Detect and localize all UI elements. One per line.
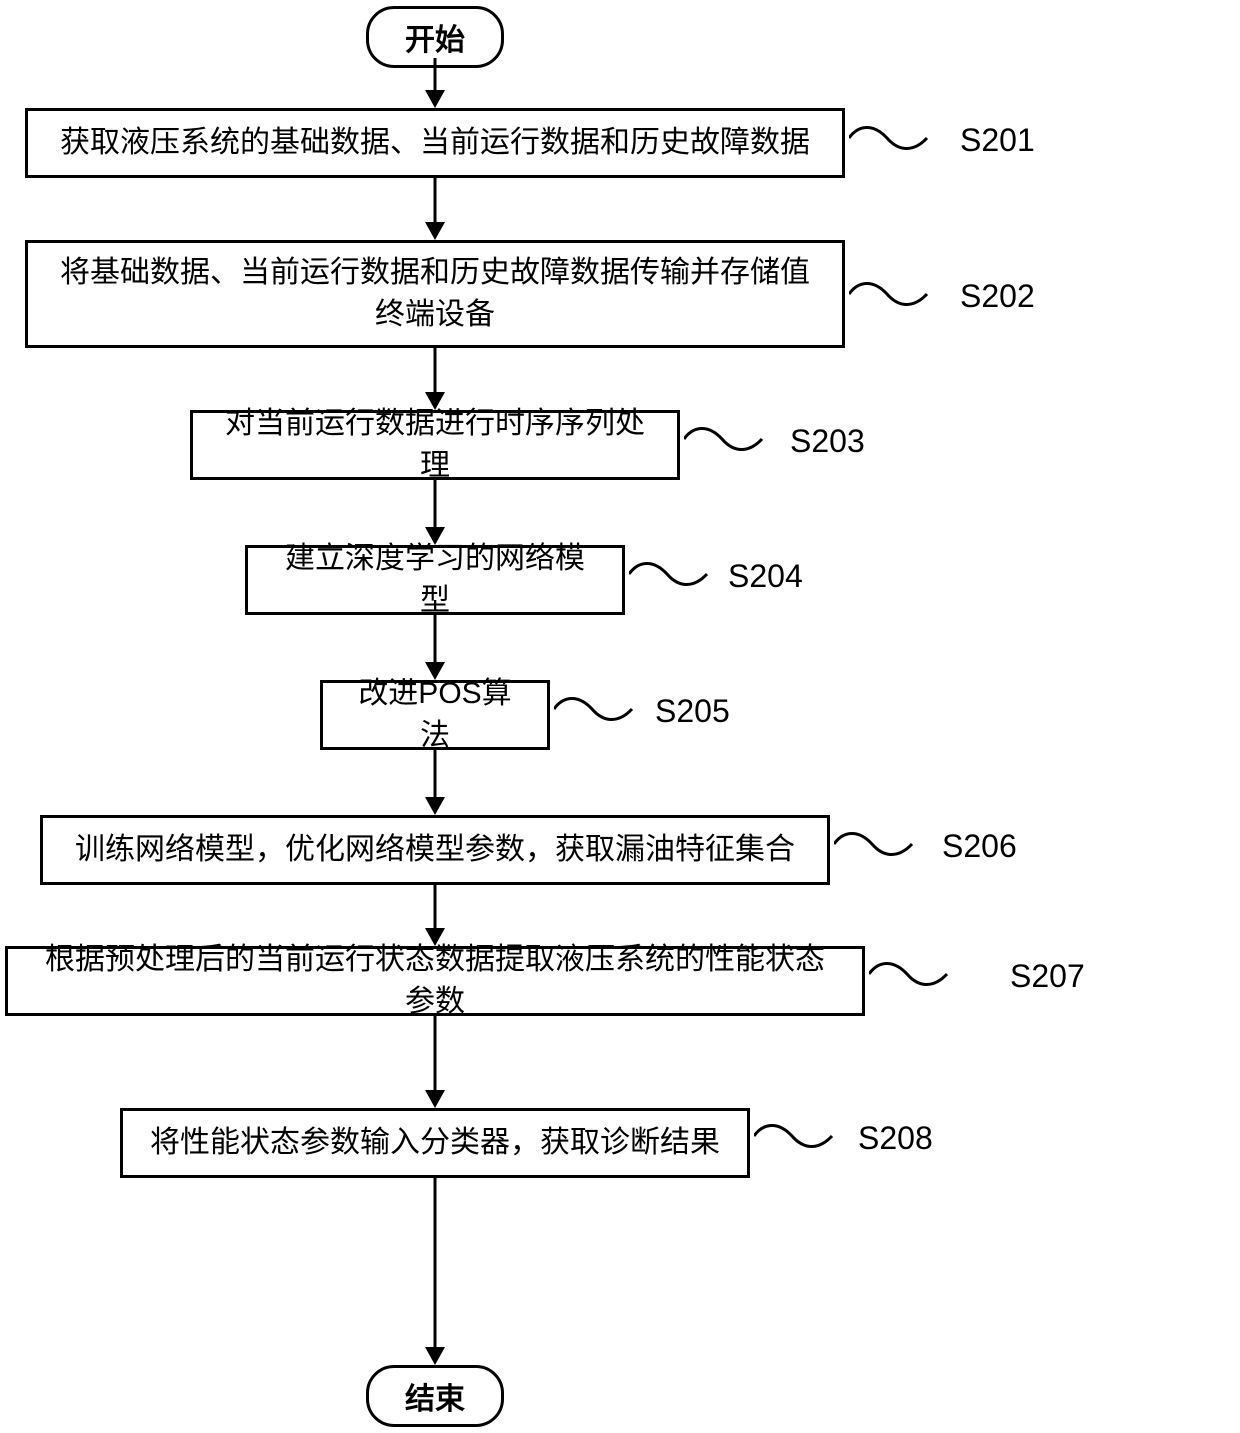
process-text: 将基础数据、当前运行数据和历史故障数据传输并存储值 终端设备: [60, 252, 810, 336]
wavy-connector-icon: [869, 962, 951, 990]
process-text: 建立深度学习的网络模型: [272, 538, 598, 622]
process-step-s205: 改进POS算法: [320, 680, 550, 750]
arrow-head-icon: [425, 90, 445, 108]
step-label-s207: S207: [1010, 958, 1085, 995]
step-label-s204: S204: [728, 558, 803, 595]
arrow-line: [434, 178, 437, 222]
arrow-head-icon: [425, 928, 445, 946]
arrow-head-icon: [425, 662, 445, 680]
arrow-head-icon: [425, 797, 445, 815]
wavy-connector-icon: [754, 1124, 836, 1152]
wavy-connector-icon: [629, 562, 711, 590]
arrow-line: [434, 58, 437, 90]
step-label-s205: S205: [655, 693, 730, 730]
arrow-head-icon: [425, 1090, 445, 1108]
process-step-s202: 将基础数据、当前运行数据和历史故障数据传输并存储值 终端设备: [25, 240, 845, 348]
process-step-s206: 训练网络模型，优化网络模型参数，获取漏油特征集合: [40, 815, 830, 885]
step-label-s201: S201: [960, 122, 1035, 159]
process-text: 获取液压系统的基础数据、当前运行数据和历史故障数据: [60, 122, 810, 164]
arrow-line: [434, 348, 437, 392]
wavy-connector-icon: [849, 282, 931, 310]
process-step-s203: 对当前运行数据进行时序序列处理: [190, 410, 680, 480]
end-terminal: 结束: [366, 1365, 504, 1427]
start-label: 开始: [405, 24, 465, 57]
process-step-s207: 根据预处理后的当前运行状态数据提取液压系统的性能状态参数: [5, 946, 865, 1016]
process-text: 将性能状态参数输入分类器，获取诊断结果: [150, 1122, 720, 1164]
process-text: 根据预处理后的当前运行状态数据提取液压系统的性能状态参数: [32, 939, 838, 1023]
process-step-s201: 获取液压系统的基础数据、当前运行数据和历史故障数据: [25, 108, 845, 178]
wavy-connector-icon: [834, 832, 916, 860]
arrow-head-icon: [425, 1347, 445, 1365]
arrow-line: [434, 1178, 437, 1347]
arrow-line: [434, 615, 437, 662]
end-label: 结束: [405, 1383, 465, 1416]
arrow-line: [434, 885, 437, 928]
arrow-line: [434, 1016, 437, 1090]
arrow-head-icon: [425, 527, 445, 545]
process-text: 对当前运行数据进行时序序列处理: [217, 403, 653, 487]
arrow-head-icon: [425, 392, 445, 410]
step-label-s202: S202: [960, 278, 1035, 315]
process-text: 训练网络模型，优化网络模型参数，获取漏油特征集合: [75, 829, 795, 871]
step-label-s203: S203: [790, 423, 865, 460]
step-label-s208: S208: [858, 1120, 933, 1157]
arrow-line: [434, 480, 437, 527]
process-text: 改进POS算法: [347, 673, 523, 757]
process-step-s208: 将性能状态参数输入分类器，获取诊断结果: [120, 1108, 750, 1178]
process-step-s204: 建立深度学习的网络模型: [245, 545, 625, 615]
wavy-connector-icon: [849, 126, 931, 154]
wavy-connector-icon: [554, 697, 636, 725]
flowchart-diagram: 开始 获取液压系统的基础数据、当前运行数据和历史故障数据 S201 将基础数据、当前…: [0, 0, 1240, 1433]
step-label-s206: S206: [942, 828, 1017, 865]
wavy-connector-icon: [684, 427, 766, 455]
arrow-line: [434, 750, 437, 797]
arrow-head-icon: [425, 222, 445, 240]
